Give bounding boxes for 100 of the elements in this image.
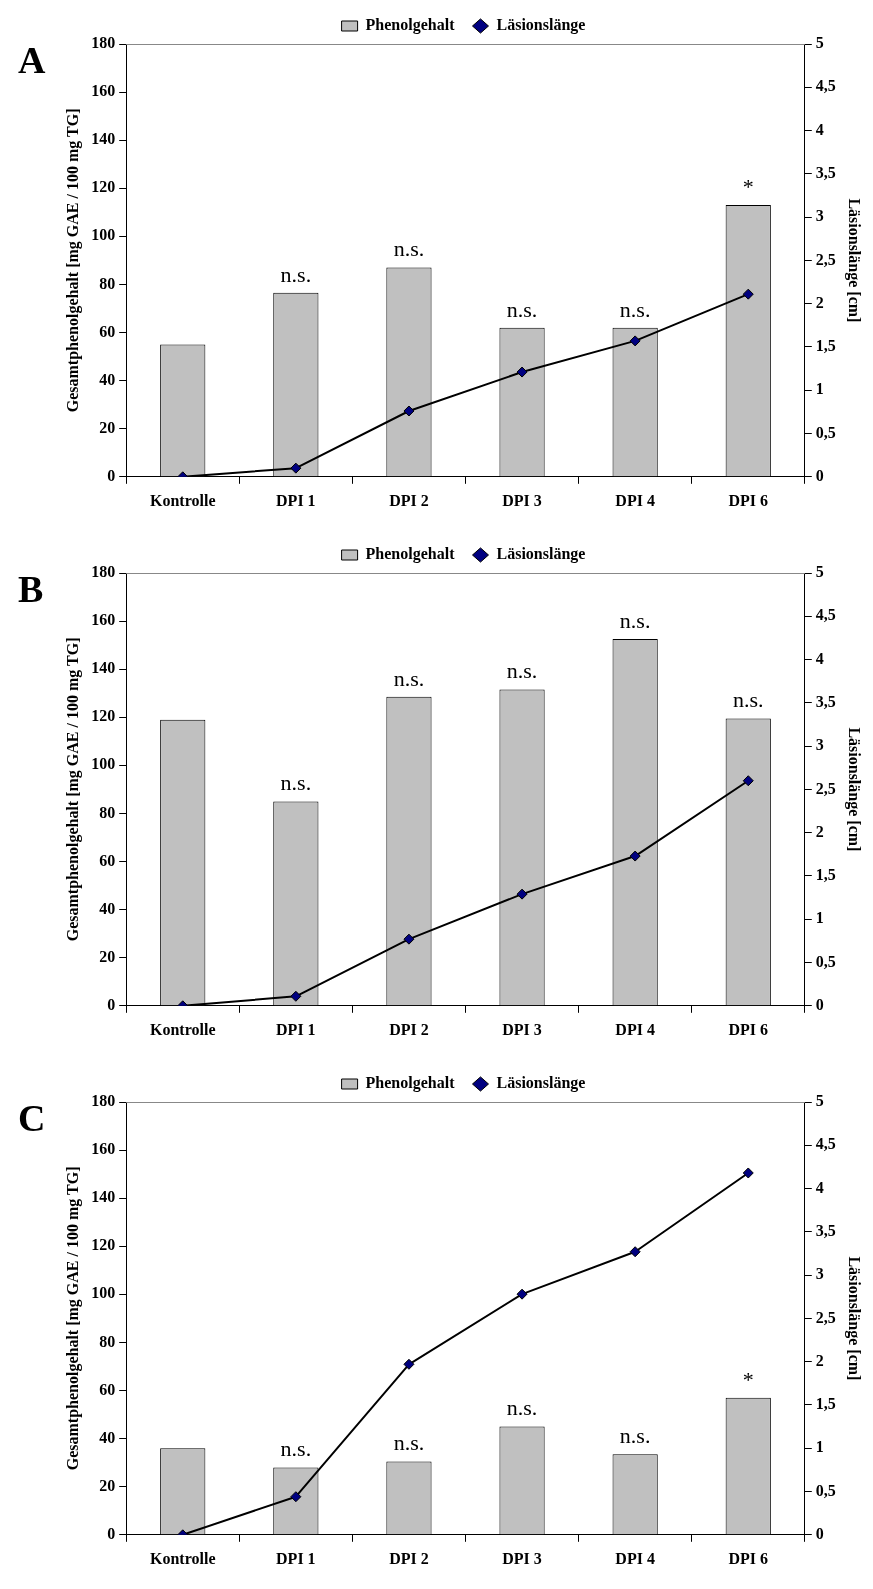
annotation: n.s. xyxy=(280,770,312,796)
annotation: n.s. xyxy=(619,296,651,322)
y-tick-label: 40 xyxy=(99,370,116,388)
y-tick-label: 40 xyxy=(99,899,116,917)
annotation: n.s. xyxy=(506,658,538,684)
y2-tick-label: 0,5 xyxy=(815,423,836,441)
y2-tick-label: 4,5 xyxy=(815,77,836,95)
point xyxy=(629,335,641,347)
x-tick-label: DPI 6 xyxy=(728,1020,769,1038)
y-tick-label: 120 xyxy=(91,178,116,196)
x-tick-label: DPI 3 xyxy=(502,1549,542,1567)
y2-tick-label: 1 xyxy=(815,380,824,398)
y-tick-label: 180 xyxy=(91,563,116,581)
y-tick-label: 20 xyxy=(99,947,116,965)
y2-tick-label: 0 xyxy=(815,1524,824,1542)
chart-title: C xyxy=(18,1096,46,1139)
y2-tick-label: 2,5 xyxy=(815,250,836,268)
x-tick-label: DPI 1 xyxy=(276,491,316,509)
x-tick-label: DPI 6 xyxy=(728,1549,769,1567)
y-axis-title: Gesamtphenolgehalt [mg GAE / 100 mg TG] xyxy=(63,1166,82,1471)
y2-tick-label: 5 xyxy=(815,1092,824,1110)
annotation: n.s. xyxy=(732,687,764,713)
x-tick-label: DPI 4 xyxy=(615,1549,655,1567)
y2-tick-label: 1 xyxy=(815,909,824,927)
y2-tick-label: 1,5 xyxy=(815,337,836,355)
y2-tick-label: 0 xyxy=(815,995,824,1013)
point xyxy=(742,1167,754,1179)
legend-label: Läsionslänge xyxy=(496,16,586,35)
chart-title: A xyxy=(18,38,46,81)
y2-axis-title: Läsionslänge [cm] xyxy=(845,198,864,323)
y2-tick-label: 4 xyxy=(815,1178,824,1196)
y-axis-title: Gesamtphenolgehalt [mg GAE / 100 mg TG] xyxy=(63,108,82,413)
y-axis-title: Gesamtphenolgehalt [mg GAE / 100 mg TG] xyxy=(63,637,82,942)
y2-tick-label: 3,5 xyxy=(815,1221,836,1239)
y-tick-label: 60 xyxy=(99,851,116,869)
x-tick-label: DPI 2 xyxy=(389,1020,429,1038)
y-tick-label: 20 xyxy=(99,418,116,436)
x-tick-label: Kontrolle xyxy=(150,1020,216,1038)
y2-tick-label: 2 xyxy=(815,293,824,311)
y-tick-label: 140 xyxy=(91,659,116,677)
x-tick-label: DPI 3 xyxy=(502,491,542,509)
legend-label: Läsionslänge xyxy=(496,545,586,564)
y2-tick-label: 5 xyxy=(815,563,824,581)
point xyxy=(742,775,754,787)
point xyxy=(516,888,528,900)
y-tick-label: 160 xyxy=(91,611,116,629)
x-tick-label: DPI 2 xyxy=(389,491,429,509)
point xyxy=(290,1491,302,1503)
y2-tick-label: 1,5 xyxy=(815,866,836,884)
y-tick-label: 180 xyxy=(91,1092,116,1110)
x-tick-label: DPI 4 xyxy=(615,491,655,509)
y-tick-label: 160 xyxy=(91,1140,116,1158)
point xyxy=(403,933,415,945)
legend-label: Phenolgehalt xyxy=(365,545,456,564)
annotation: n.s. xyxy=(393,236,425,262)
point xyxy=(403,1358,415,1370)
x-tick-label: DPI 2 xyxy=(389,1549,429,1567)
annotation: n.s. xyxy=(280,261,312,287)
y2-tick-label: 2,5 xyxy=(815,1308,836,1326)
point xyxy=(629,850,641,862)
y2-tick-label: 0,5 xyxy=(815,1481,836,1499)
y-tick-label: 100 xyxy=(91,226,116,244)
point xyxy=(742,288,754,300)
point xyxy=(290,990,302,1002)
y-tick-label: 0 xyxy=(107,995,116,1013)
annotation: * xyxy=(742,1366,754,1392)
point xyxy=(516,366,528,378)
point xyxy=(403,405,415,417)
chart-title: B xyxy=(18,567,44,610)
annotation: n.s. xyxy=(506,1395,538,1421)
y2-tick-label: 5 xyxy=(815,34,824,52)
annotation: n.s. xyxy=(619,1423,651,1449)
point xyxy=(516,1288,528,1300)
x-tick-label: Kontrolle xyxy=(150,491,216,509)
y-tick-label: 80 xyxy=(99,1332,116,1350)
y2-tick-label: 4,5 xyxy=(815,1135,836,1153)
y2-tick-label: 1,5 xyxy=(815,1395,836,1413)
y-tick-label: 40 xyxy=(99,1428,116,1446)
y-tick-label: 60 xyxy=(99,1380,116,1398)
y-tick-label: 60 xyxy=(99,322,116,340)
y2-tick-label: 3 xyxy=(815,1265,824,1283)
y2-tick-label: 3 xyxy=(815,207,824,225)
legend-label: Phenolgehalt xyxy=(365,16,456,35)
x-tick-label: DPI 1 xyxy=(276,1549,316,1567)
y-tick-label: 100 xyxy=(91,1284,116,1302)
y2-tick-label: 1 xyxy=(815,1438,824,1456)
annotation: * xyxy=(742,173,754,199)
y2-tick-label: 3,5 xyxy=(815,692,836,710)
y-tick-label: 120 xyxy=(91,1236,116,1254)
annotation: n.s. xyxy=(393,665,425,691)
x-tick-label: DPI 4 xyxy=(615,1020,655,1038)
y2-tick-label: 2,5 xyxy=(815,779,836,797)
y-tick-label: 120 xyxy=(91,707,116,725)
x-tick-label: DPI 1 xyxy=(276,1020,316,1038)
y2-tick-label: 4 xyxy=(815,649,824,667)
y-tick-label: 0 xyxy=(107,1524,116,1542)
x-tick-label: DPI 6 xyxy=(728,491,769,509)
y2-tick-label: 3,5 xyxy=(815,163,836,181)
y2-tick-label: 0,5 xyxy=(815,952,836,970)
y2-axis-title: Läsionslänge [cm] xyxy=(845,727,864,852)
